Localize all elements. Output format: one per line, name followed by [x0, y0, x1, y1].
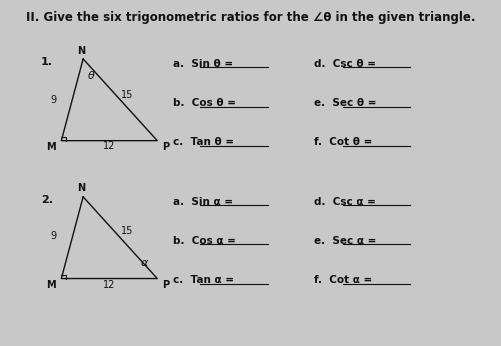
- Text: P: P: [162, 142, 169, 152]
- Text: e.  Sec α =: e. Sec α =: [314, 236, 376, 246]
- Text: a.  Sin θ =: a. Sin θ =: [172, 59, 232, 69]
- Text: N: N: [77, 46, 85, 56]
- Text: α: α: [140, 258, 148, 268]
- Text: b.  Cos α =: b. Cos α =: [172, 236, 235, 246]
- Text: 1.: 1.: [41, 57, 53, 67]
- Text: M: M: [46, 142, 55, 152]
- Text: P: P: [162, 280, 169, 290]
- Text: 12: 12: [103, 280, 115, 290]
- Text: 15: 15: [120, 226, 133, 236]
- Text: 15: 15: [120, 90, 133, 100]
- Text: M: M: [46, 280, 55, 290]
- Text: a.  Sin α =: a. Sin α =: [172, 197, 232, 207]
- Text: d.  Csc α =: d. Csc α =: [314, 197, 375, 207]
- Text: N: N: [77, 183, 85, 193]
- Text: f.  Cot θ =: f. Cot θ =: [314, 137, 372, 147]
- Text: e.  Sec θ =: e. Sec θ =: [314, 98, 376, 108]
- Text: θ: θ: [87, 71, 94, 81]
- Text: f.  Cot α =: f. Cot α =: [314, 275, 372, 285]
- Text: b.  Cos θ =: b. Cos θ =: [172, 98, 235, 108]
- Text: d.  Csc θ =: d. Csc θ =: [314, 59, 375, 69]
- Text: 2.: 2.: [41, 195, 53, 205]
- Text: 12: 12: [103, 142, 115, 152]
- Text: c.  Tan α =: c. Tan α =: [172, 275, 233, 285]
- Text: II. Give the six trigonometric ratios for the ∠θ in the given triangle.: II. Give the six trigonometric ratios fo…: [26, 11, 475, 24]
- Text: 9: 9: [51, 231, 57, 241]
- Text: c.  Tan θ =: c. Tan θ =: [172, 137, 233, 147]
- Text: 9: 9: [51, 95, 57, 105]
